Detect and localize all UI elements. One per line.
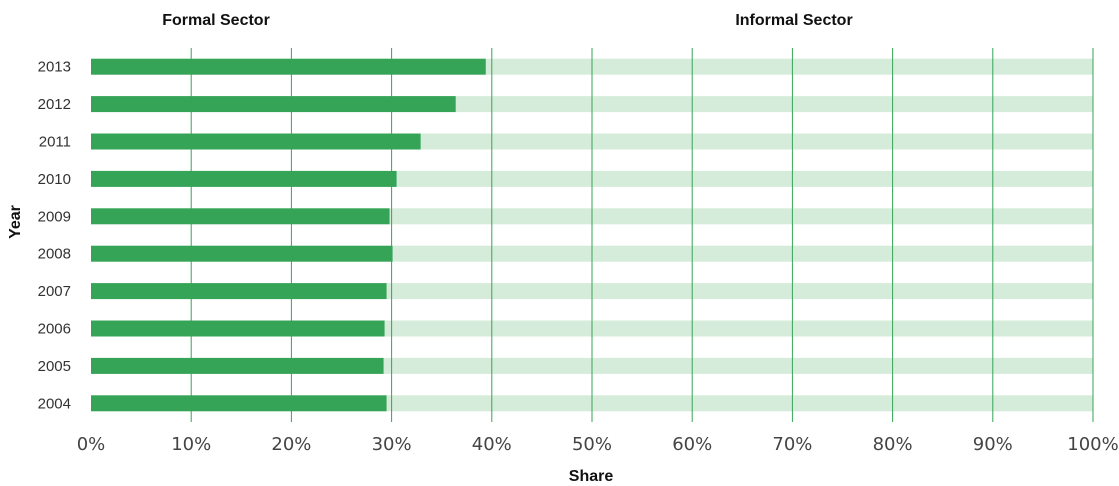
- legend-informal-sector: Informal Sector: [735, 12, 852, 29]
- informal-bar-2007: [386, 283, 1094, 300]
- formal-bar-2008: [91, 245, 393, 262]
- y-tick-label: 2006: [38, 321, 71, 338]
- y-axis-ticks: 2013 2012 2011 2010 2009 2008 2007 2006 2005 2004: [38, 59, 71, 413]
- y-tick-label: 2005: [38, 358, 71, 375]
- informal-bar-2011: [420, 133, 1094, 150]
- formal-bar-2012: [91, 96, 456, 113]
- y-tick-label: 2013: [38, 59, 71, 76]
- y-tick-label: 2010: [38, 171, 71, 188]
- informal-bar-2013: [485, 58, 1094, 75]
- y-tick-label: 2007: [38, 283, 71, 300]
- legend-formal-sector: Formal Sector: [162, 12, 270, 29]
- x-tick-label: 30%: [372, 434, 412, 455]
- y-tick-label: 2012: [38, 96, 71, 113]
- x-tick-label: 40%: [472, 434, 512, 455]
- x-tick-label: 0%: [77, 434, 106, 455]
- informal-bar-2008: [392, 245, 1093, 262]
- x-tick-label: 70%: [772, 434, 812, 455]
- x-tick-label: 10%: [171, 434, 211, 455]
- informal-bar-2006: [384, 320, 1093, 337]
- x-tick-label: 90%: [973, 434, 1013, 455]
- formal-bar-2011: [91, 133, 421, 150]
- y-axis-title: Year: [7, 205, 24, 239]
- formal-bar-2010: [91, 170, 397, 187]
- x-axis-ticks: 0% 10% 20% 30% 40% 50% 60% 70% 80% 90% 100%: [77, 434, 1119, 455]
- y-tick-label: 2011: [39, 134, 71, 151]
- formal-bar-2006: [91, 320, 385, 337]
- informal-bar-2004: [386, 395, 1094, 412]
- y-tick-label: 2004: [38, 395, 71, 412]
- informal-bar-2009: [389, 208, 1093, 225]
- x-tick-label: 100%: [1067, 434, 1118, 455]
- y-tick-label: 2009: [38, 208, 71, 225]
- informal-bar-2005: [383, 357, 1094, 374]
- formal-bars: [91, 58, 486, 412]
- y-tick-label: 2008: [38, 246, 71, 263]
- formal-bar-2005: [91, 357, 384, 374]
- x-tick-label: 20%: [271, 434, 311, 455]
- formal-bar-2013: [91, 58, 486, 75]
- formal-bar-2004: [91, 395, 387, 412]
- formal-bar-2007: [91, 283, 387, 300]
- informal-bars: [383, 58, 1094, 412]
- informal-bar-2012: [455, 96, 1093, 113]
- x-tick-label: 50%: [572, 434, 612, 455]
- x-tick-label: 80%: [873, 434, 913, 455]
- formal-bar-2009: [91, 208, 390, 225]
- x-tick-label: 60%: [672, 434, 712, 455]
- x-axis-title: Share: [569, 468, 614, 485]
- informal-bar-2010: [396, 170, 1093, 187]
